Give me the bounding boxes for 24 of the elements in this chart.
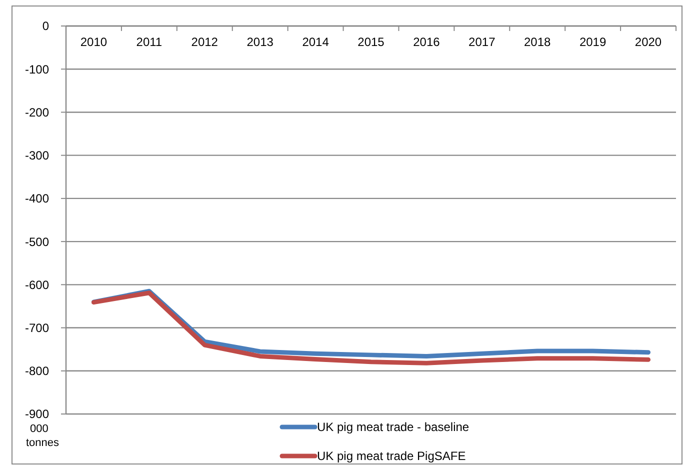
y-tick-label: -300	[24, 148, 50, 163]
y-tick-label: -100	[24, 62, 50, 76]
y-tick-label: -600	[24, 278, 50, 292]
x-tick-label: 2012	[191, 35, 218, 49]
y-tick-label: -500	[24, 234, 50, 249]
x-tick-label: 2011	[136, 35, 162, 49]
x-tick-label: 2016	[413, 35, 440, 49]
x-tick-label: 2017	[468, 35, 496, 49]
y-axis-title: 000 tonnes	[26, 423, 60, 449]
legend-label: UK pig meat trade - baseline	[317, 420, 470, 434]
x-tick-label: 2018	[524, 35, 552, 49]
y-tick-label: 0	[42, 19, 50, 34]
x-tick-label: 2015	[358, 35, 385, 49]
y-tick-label: -800	[24, 364, 50, 378]
x-tick-label: 2020	[634, 35, 662, 49]
y-tick-label: -200	[24, 105, 50, 120]
y-tick-label: -900	[24, 407, 50, 422]
x-tick-label: 2013	[246, 35, 274, 49]
x-tick-label: 2010	[80, 35, 108, 49]
x-tick-label: 2014	[302, 35, 330, 49]
y-tick-label: -400	[24, 192, 50, 206]
x-tick-label: 2019	[579, 35, 606, 49]
legend-label: UK pig meat trade PigSAFE	[317, 449, 466, 464]
y-tick-label: -700	[24, 320, 50, 335]
